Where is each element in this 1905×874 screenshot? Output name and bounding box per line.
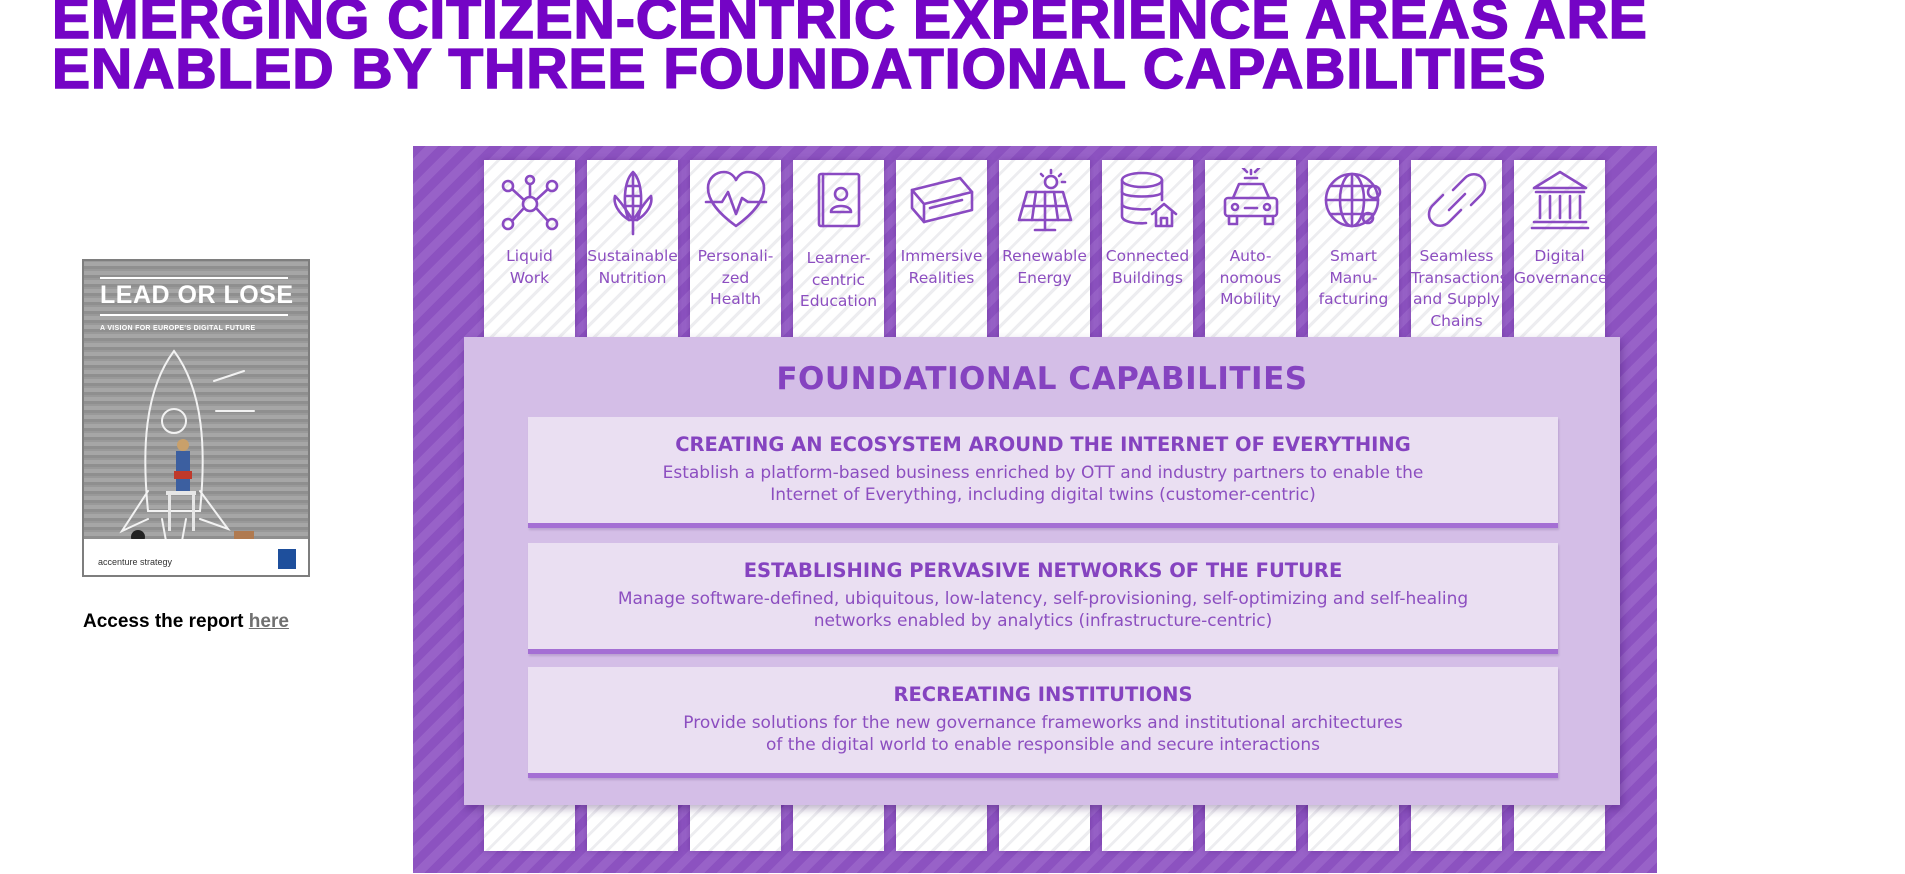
area-label: Seamless Transactions and Supply Chains bbox=[1411, 247, 1508, 330]
cover-subtitle: A VISION FOR EUROPE'S DIGITAL FUTURE bbox=[100, 325, 256, 332]
capability-ecosystem: CREATING AN ECOSYSTEM AROUND THE INTERNE… bbox=[528, 417, 1558, 528]
book-person-icon bbox=[817, 172, 861, 228]
publisher-logo bbox=[278, 549, 296, 569]
area-label: Connected Buildings bbox=[1105, 247, 1190, 287]
access-report-label: Access the report bbox=[83, 611, 249, 632]
capability-description: Establish a platform-based business enri… bbox=[662, 463, 1424, 505]
area-label: Sustainable Nutrition bbox=[587, 247, 678, 287]
area-label: Learner- centric Education bbox=[799, 249, 878, 310]
area-label: Liquid Work bbox=[506, 247, 553, 287]
cover-headline: LEAD OR LOSE bbox=[100, 281, 294, 309]
area-label: Digital Governance bbox=[1514, 247, 1608, 287]
report-cover[interactable]: LEAD OR LOSE A VISION FOR EUROPE'S DIGIT… bbox=[82, 259, 310, 577]
capability-networks: ESTABLISHING PERVASIVE NETWORKS OF THE F… bbox=[528, 543, 1558, 654]
cover-rule-top bbox=[100, 277, 288, 279]
area-label: Immersive Realities bbox=[900, 247, 983, 287]
heart-pulse-icon bbox=[704, 170, 768, 228]
chain-link-icon bbox=[1427, 172, 1487, 228]
page-title: EMERGING CITIZEN-CENTRIC EXPERIENCE AREA… bbox=[51, 0, 1648, 101]
foundational-capabilities: FOUNDATIONAL CAPABILITIES CREATING AN EC… bbox=[464, 337, 1620, 805]
capability-title: ESTABLISHING PERVASIVE NETWORKS OF THE F… bbox=[743, 559, 1343, 582]
access-report: Access the report here bbox=[83, 611, 289, 633]
capability-title: CREATING AN ECOSYSTEM AROUND THE INTERNE… bbox=[675, 433, 1411, 456]
globe-network-icon bbox=[1324, 172, 1382, 228]
rocket-drawing-icon bbox=[119, 349, 255, 544]
area-label: Personali- zed Health bbox=[697, 247, 774, 308]
capability-description: Manage software-defined, ubiquitous, low… bbox=[617, 589, 1469, 631]
solar-panel-icon bbox=[1017, 168, 1073, 232]
corn-icon bbox=[613, 170, 653, 236]
database-house-icon bbox=[1120, 171, 1178, 228]
area-label: Renewable Energy bbox=[1002, 247, 1087, 287]
cover-footer: accenture strategy bbox=[84, 539, 308, 575]
car-icon bbox=[1223, 168, 1279, 226]
report-link[interactable]: here bbox=[248, 611, 289, 632]
capability-description: Provide solutions for the new governance… bbox=[683, 713, 1403, 755]
cover-rule-bottom bbox=[100, 314, 288, 316]
network-nodes-icon bbox=[501, 174, 559, 231]
foundational-title: FOUNDATIONAL CAPABILITIES bbox=[776, 361, 1308, 397]
government-building-icon bbox=[1530, 170, 1590, 230]
area-label: Auto- nomous Mobility bbox=[1219, 247, 1282, 308]
area-label: Smart Manu- facturing bbox=[1318, 247, 1389, 308]
capability-institutions: RECREATING INSTITUTIONS Provide solution… bbox=[528, 667, 1558, 778]
vr-headset-icon bbox=[910, 176, 974, 224]
cover-brand: accenture strategy bbox=[98, 557, 173, 567]
capability-title: RECREATING INSTITUTIONS bbox=[893, 683, 1193, 706]
